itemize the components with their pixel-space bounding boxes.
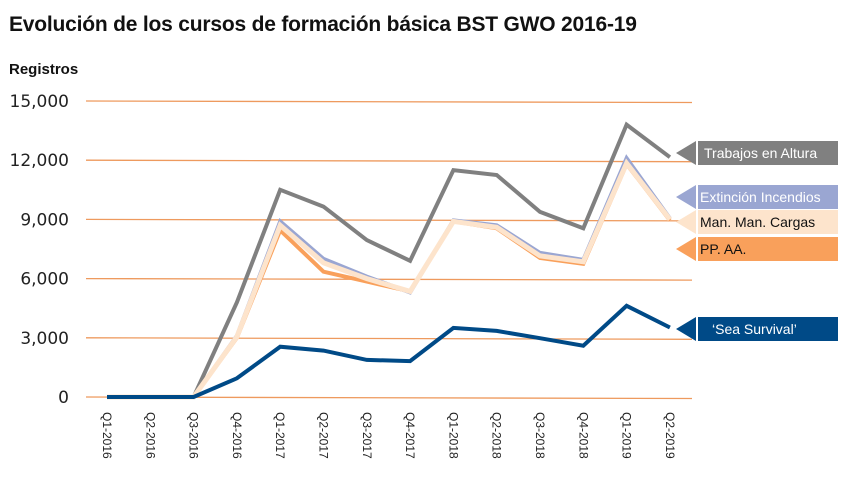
x-tick-label: Q2-2018: [490, 412, 504, 459]
series-line: [107, 121, 672, 399]
legend-label-trabajos: Trabajos en Altura: [676, 141, 838, 165]
legend-label-ppaa: PP. AA.: [676, 237, 838, 261]
gridline: [85, 218, 693, 222]
series-line: [107, 158, 672, 400]
x-tick-label: Q2-2016: [143, 412, 157, 459]
x-tick-label: Q4-2017: [403, 412, 417, 459]
chart-title: Evolución de los cursos de formación bás…: [9, 13, 637, 36]
x-axis-ticks: Q1-2016 Q2-2016 Q3-2016 Q4-2016 Q1-2017 Q2-20…: [100, 412, 677, 459]
gridline: [85, 100, 693, 104]
legend-label-cargas: Man. Man. Cargas: [676, 210, 838, 234]
y-tick-label: 6,000: [20, 270, 69, 290]
x-tick-label: Q1-2018: [446, 412, 460, 459]
x-tick-label: Q4-2018: [576, 412, 590, 459]
y-tick-label: 9,000: [20, 210, 69, 230]
x-tick-label: Q4-2016: [230, 412, 244, 459]
gridline: [85, 159, 693, 163]
legend-label-sea-survival: ‘Sea Survival’: [676, 317, 838, 341]
series-line: [107, 303, 671, 399]
y-axis-ticks: 15,000 12,000 9,000 6,000 3,000 0: [10, 92, 69, 408]
gridline: [85, 277, 693, 281]
x-tick-label: Q1-2019: [620, 412, 634, 459]
x-tick-label: Q3-2018: [533, 412, 547, 459]
label-pointer-icon: [676, 210, 696, 234]
gridline: [85, 337, 693, 340]
series-lines: [107, 121, 672, 400]
x-tick-label: Q3-2016: [187, 412, 201, 459]
label-pointer-icon: [676, 141, 696, 165]
x-tick-label: Q1-2017: [273, 412, 287, 459]
y-tick-label: 15,000: [10, 92, 69, 112]
label-pointer-icon: [676, 237, 696, 261]
x-tick-label: Q2-2017: [317, 412, 331, 459]
y-tick-label: 12,000: [10, 151, 69, 171]
label-pointer-icon: [676, 185, 696, 209]
y-tick-label: 0: [58, 388, 69, 408]
x-tick-label: Q3-2017: [360, 412, 374, 459]
x-tick-label: Q1-2016: [100, 412, 114, 459]
x-tick-label: Q2-2019: [663, 412, 677, 459]
label-pointer-icon: [676, 317, 696, 341]
y-tick-label: 3,000: [20, 329, 69, 349]
y-axis-label: Registros: [9, 61, 79, 78]
legend-label-extincion: Extinción Incendios: [676, 185, 838, 209]
